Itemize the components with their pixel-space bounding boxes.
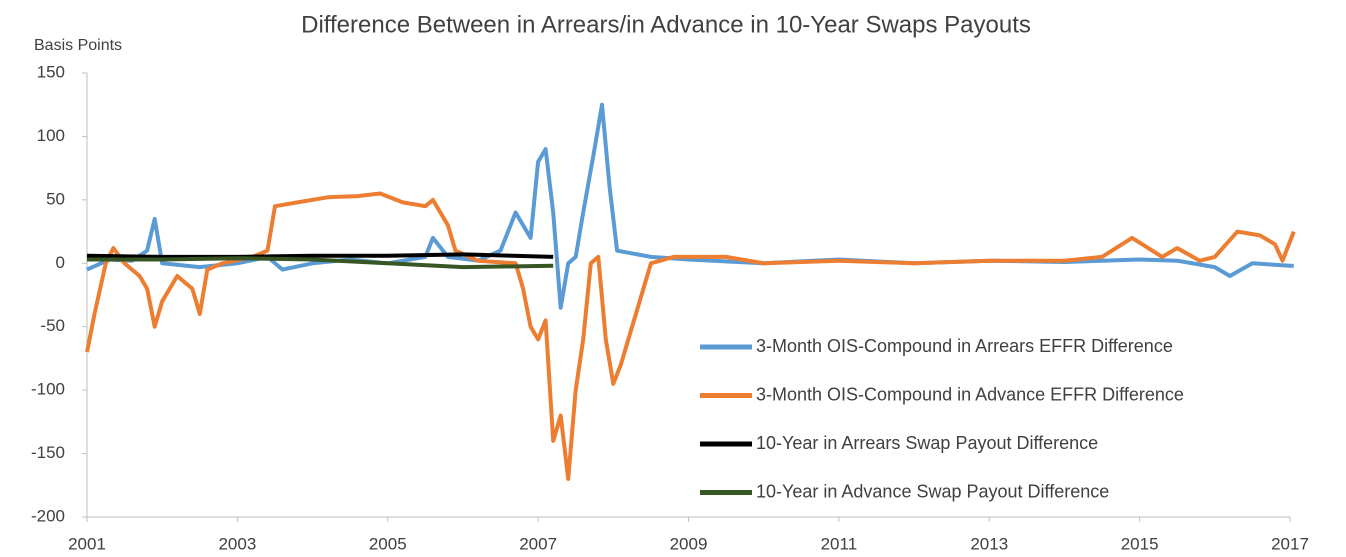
x-tick-label: 2017 — [1271, 534, 1309, 553]
x-tick-label: 2005 — [369, 534, 407, 553]
y-axis-label: Basis Points — [34, 37, 122, 54]
y-tick-label: -50 — [40, 316, 65, 335]
series-line — [86, 252, 554, 259]
series-line — [86, 102, 1294, 310]
y-tick-label: 0 — [56, 253, 65, 272]
x-tick-label: 2015 — [1121, 534, 1159, 553]
legend-label: 10-Year in Arrears Swap Payout Differenc… — [756, 433, 1098, 453]
x-tick-label: 2011 — [821, 534, 858, 553]
y-tick-label: 150 — [37, 62, 65, 81]
x-tick-label: 2009 — [670, 534, 708, 553]
x-tick-label: 2007 — [519, 534, 557, 553]
x-tick-label: 2001 — [68, 534, 106, 553]
x-tick-label: 2013 — [970, 534, 1008, 553]
legend-label: 3-Month OIS-Compound in Advance EFFR Dif… — [756, 384, 1184, 404]
series-line — [85, 191, 1296, 481]
legend-label: 3-Month OIS-Compound in Arrears EFFR Dif… — [756, 336, 1173, 356]
y-tick-label: -150 — [31, 443, 65, 462]
y-tick-label: 100 — [37, 126, 65, 145]
chart-title: Difference Between in Arrears/in Advance… — [301, 11, 1031, 38]
series-line — [87, 256, 554, 270]
y-tick-label: 50 — [46, 189, 65, 208]
y-tick-label: -100 — [31, 380, 65, 399]
legend-label: 10-Year in Advance Swap Payout Differenc… — [756, 481, 1109, 501]
x-tick-label: 2003 — [218, 534, 256, 553]
y-tick-label: -200 — [31, 506, 65, 525]
